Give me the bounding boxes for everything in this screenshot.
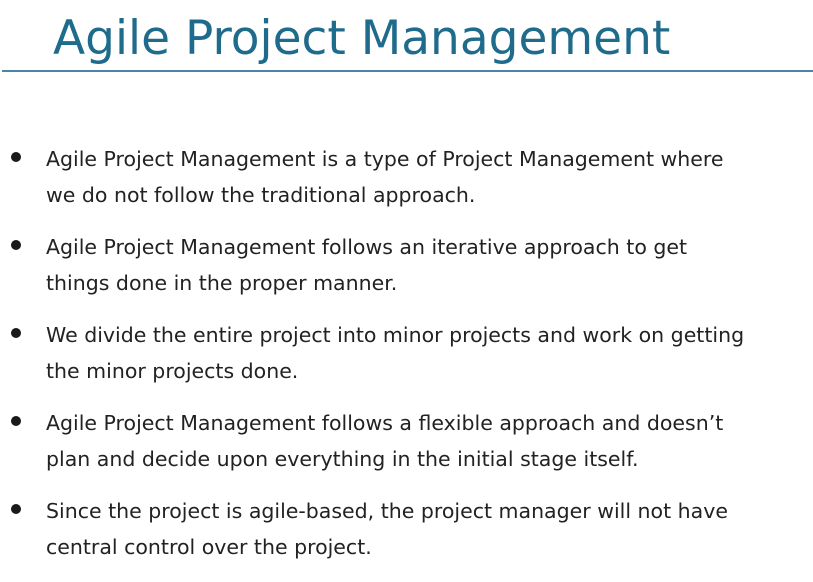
bullet-text: Agile Project Management follows a flexi… <box>46 405 813 477</box>
bullet-text: Since the project is agile-based, the pr… <box>46 493 813 565</box>
bullet-text: We divide the entire project into minor … <box>46 317 813 389</box>
bullet-dot-icon <box>11 416 21 426</box>
bullet-line: Agile Project Management follows a flexi… <box>46 411 724 435</box>
title-underline <box>2 70 813 72</box>
bullet-line: central control over the project. <box>46 535 372 559</box>
bullet-dot-icon <box>11 240 21 250</box>
bullet-item: Agile Project Management follows an iter… <box>0 229 813 317</box>
bullet-item: Since the project is agile-based, the pr… <box>0 493 813 581</box>
bullet-item: We divide the entire project into minor … <box>0 317 813 405</box>
bullet-dot-icon <box>11 152 21 162</box>
bullet-dot-icon <box>11 504 21 514</box>
bullet-text: Agile Project Management follows an iter… <box>46 229 813 301</box>
bullet-item: Agile Project Management is a type of Pr… <box>0 141 813 229</box>
bullet-line: things done in the proper manner. <box>46 271 398 295</box>
bullet-item: Agile Project Management follows a flexi… <box>0 405 813 493</box>
bullet-text: Agile Project Management is a type of Pr… <box>46 141 813 213</box>
bullet-line: Since the project is agile-based, the pr… <box>46 499 728 523</box>
bullet-line: the minor projects done. <box>46 359 299 383</box>
bullet-line: we do not follow the traditional approac… <box>46 183 476 207</box>
bullet-dot-icon <box>11 328 21 338</box>
slide-title: Agile Project Management <box>53 11 671 66</box>
bullet-line: plan and decide upon everything in the i… <box>46 447 639 471</box>
bullet-list: Agile Project Management is a type of Pr… <box>0 141 813 581</box>
bullet-line: Agile Project Management follows an iter… <box>46 235 688 259</box>
bullet-line: We divide the entire project into minor … <box>46 323 745 347</box>
bullet-line: Agile Project Management is a type of Pr… <box>46 147 724 171</box>
